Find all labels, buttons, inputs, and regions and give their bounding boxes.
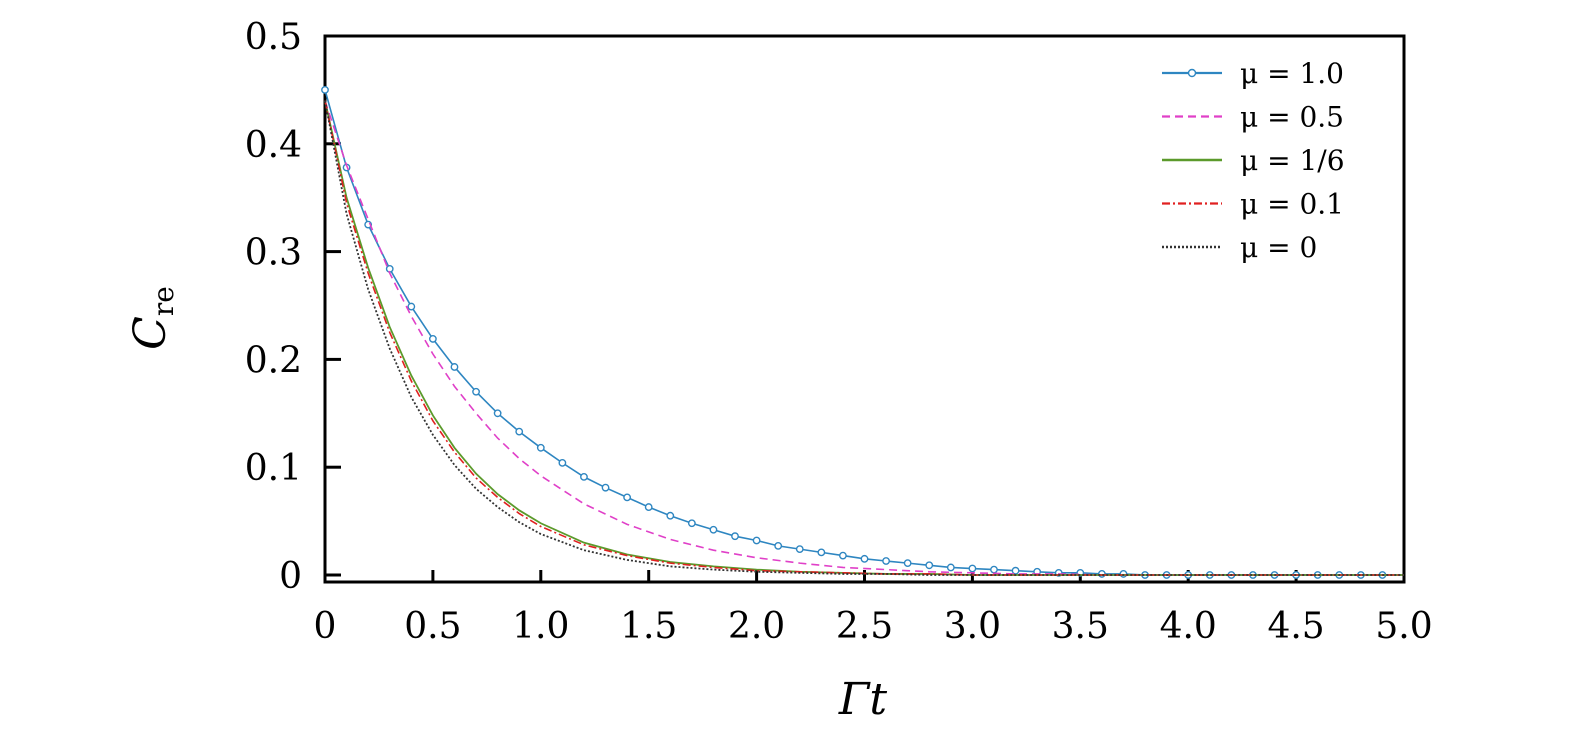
series-point xyxy=(990,565,998,574)
series-point xyxy=(882,557,890,565)
x-tick-label: 4.5 xyxy=(1267,606,1324,647)
series-point xyxy=(601,483,610,492)
legend-marker xyxy=(1187,68,1197,78)
x-tick-label: 3.0 xyxy=(944,606,1001,647)
series-point xyxy=(493,409,502,418)
series-point xyxy=(946,563,955,572)
series-point xyxy=(1119,570,1128,578)
legend: μ = 1.0 μ = 0.5 μ = 1/6 μ = 0.1 μ = 0 xyxy=(1162,57,1345,264)
x-tick-label: 5.0 xyxy=(1375,606,1432,647)
series-point xyxy=(774,541,783,550)
series-point xyxy=(795,545,804,554)
series-point xyxy=(1011,566,1020,575)
series-point xyxy=(428,335,437,343)
series-point xyxy=(687,519,696,528)
legend-label: μ = 1/6 xyxy=(1240,144,1345,177)
series-point xyxy=(968,564,977,573)
series-point xyxy=(925,561,934,570)
y-tick-label: 0.5 xyxy=(245,17,302,58)
series-point xyxy=(709,525,718,534)
series-line-1 xyxy=(324,100,1404,576)
axis-tick-labels: 0 0.5 1.0 1.5 2.0 2.5 3.0 3.5 4.0 4.5 5.0 0 0.1 0.2 0.… xyxy=(245,17,1433,647)
series-point xyxy=(731,532,739,541)
series-point xyxy=(1097,570,1106,578)
legend-label: μ = 0.5 xyxy=(1240,101,1344,134)
series-group xyxy=(321,86,1404,579)
series-point xyxy=(321,86,329,94)
legend-label: μ = 1.0 xyxy=(1240,57,1344,90)
series-point xyxy=(752,536,761,545)
series-point xyxy=(450,363,459,371)
series-point xyxy=(903,559,912,568)
x-tick-label: 4.0 xyxy=(1160,606,1217,647)
x-tick-label: 3.5 xyxy=(1052,606,1109,647)
plot-area xyxy=(323,34,1406,584)
series-point xyxy=(644,503,653,511)
y-axis-title-subscript: re xyxy=(147,286,180,316)
x-axis-title: Γt xyxy=(838,674,888,725)
x-tick-label: 2.5 xyxy=(836,606,893,647)
x-tick-label: 0.5 xyxy=(404,606,461,647)
y-tick-label: 0.4 xyxy=(245,125,302,166)
y-tick-label: 0 xyxy=(279,556,302,597)
series-point xyxy=(558,458,567,467)
series-point xyxy=(472,387,480,396)
legend-label: μ = 0 xyxy=(1240,231,1317,264)
y-axis-title: Cre xyxy=(125,286,180,350)
x-tick-label: 1.0 xyxy=(512,606,569,647)
series-line-4 xyxy=(324,100,1404,576)
series-point xyxy=(666,511,675,520)
legend-label: μ = 0.1 xyxy=(1240,188,1344,221)
x-tick-label: 0 xyxy=(314,606,337,647)
series-point xyxy=(839,551,847,560)
x-tick-label: 2.0 xyxy=(728,606,785,647)
series-point xyxy=(817,548,826,557)
series-point xyxy=(580,473,588,481)
series-point xyxy=(407,302,416,311)
series-point xyxy=(536,443,545,452)
y-tick-label: 0.2 xyxy=(245,340,302,381)
y-tick-label: 0.3 xyxy=(245,233,302,274)
series-point xyxy=(860,554,869,563)
y-axis-title-main: C xyxy=(125,316,176,350)
series-point xyxy=(623,493,632,502)
x-tick-label: 1.5 xyxy=(620,606,677,647)
series-point xyxy=(515,427,524,436)
y-tick-label: 0.1 xyxy=(245,448,302,489)
series-line-3 xyxy=(324,100,1404,576)
